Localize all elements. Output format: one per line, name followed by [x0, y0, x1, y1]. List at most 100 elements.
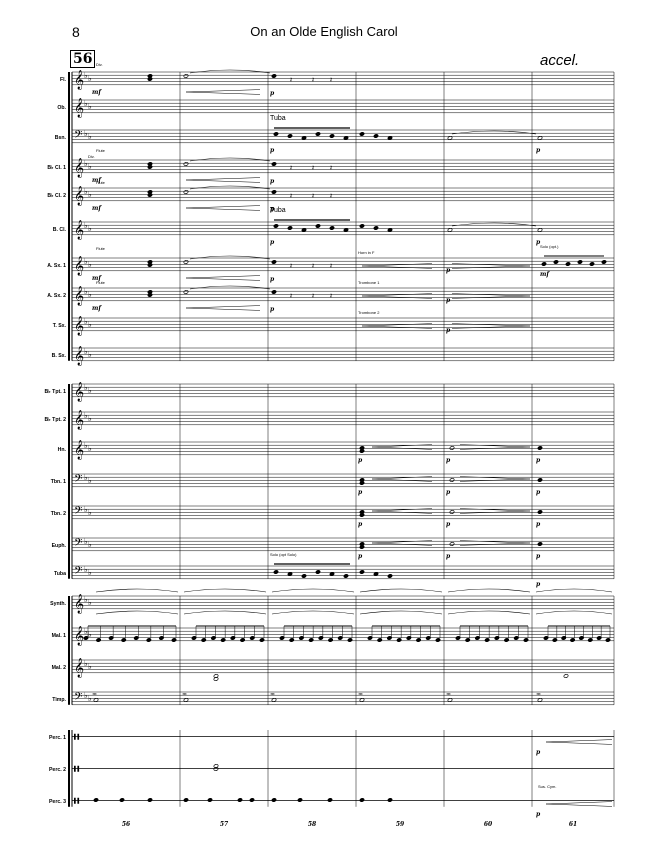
synth-tie: [271, 610, 355, 615]
note-head: [359, 569, 365, 575]
staff-label: Bsn.: [55, 135, 67, 141]
measure-number: 59: [396, 821, 405, 828]
quarter-rest-icon: 𝄽: [312, 292, 314, 300]
note-head: [537, 477, 543, 483]
dynamic-mf: mf: [92, 305, 102, 312]
treble-clef-icon: 𝄞: [74, 410, 84, 430]
note-head: [147, 164, 153, 170]
note-head: [359, 223, 365, 229]
measure-number: 56: [122, 821, 131, 828]
dynamic-mf: mf: [92, 205, 102, 212]
quarter-rest-icon: 𝄽: [290, 262, 292, 270]
note-head: [449, 509, 455, 515]
percussion-note: [207, 797, 213, 803]
bass-clef-icon: 𝄢: [74, 129, 82, 144]
flat-icon: ♭: [84, 505, 88, 514]
staff-label: B. Cl.: [53, 227, 67, 233]
dynamic-p: p: [270, 90, 275, 97]
perc-clef-icon: 𝄥: [74, 792, 80, 812]
staff-label: Perc. 1: [49, 735, 66, 741]
decrescendo-hairpin: [459, 508, 531, 514]
dynamic-p: p: [446, 521, 451, 528]
staff-label: Mal. 1: [52, 633, 67, 639]
crescendo-hairpin: [361, 263, 433, 269]
staff-label: T. Sx.: [53, 323, 67, 329]
flat-icon: ♭: [84, 441, 88, 450]
bass-clef-icon: 𝄢: [74, 691, 82, 706]
percussion-note: [237, 797, 243, 803]
quarter-rest-icon: 𝄽: [330, 192, 332, 200]
treble-clef-icon: 𝄞: [74, 594, 84, 614]
treble-clef-icon: 𝄞: [74, 658, 84, 678]
mallet-note: [347, 637, 353, 643]
timpani-note: [359, 697, 365, 703]
measure-number: 60: [484, 821, 493, 828]
note-head: [387, 573, 393, 579]
flat-icon: ♭: [84, 221, 88, 230]
note-head: [537, 541, 543, 547]
quarter-rest-icon: 𝄽: [312, 164, 314, 172]
note-head: [213, 676, 219, 682]
note-head: [343, 227, 349, 233]
crescendo-hairpin: [185, 275, 261, 281]
crescendo-hairpin: [185, 177, 261, 183]
staff-label: A. Sx. 2: [47, 293, 66, 299]
mallet-note: [259, 637, 265, 643]
note-head: [449, 445, 455, 451]
flat-icon: ♭: [84, 71, 88, 80]
flat-icon: ♭: [84, 159, 88, 168]
note-head: [301, 227, 307, 233]
mallet-note: [416, 637, 422, 643]
crescendo-hairpin: [371, 540, 433, 546]
annotation-solo-opt: Solo (opt.): [540, 244, 559, 249]
dynamic-p: p: [536, 489, 541, 496]
staff-label: A. Sx. 1: [47, 263, 66, 269]
quarter-rest-icon: 𝄽: [330, 76, 332, 84]
note-head: [287, 571, 293, 577]
synth-tie: [535, 610, 613, 615]
treble-clef-icon: 𝄞: [74, 158, 84, 178]
mallet-note: [96, 637, 102, 643]
note-head: [359, 512, 365, 518]
bass-clef-icon: 𝄢: [74, 537, 82, 552]
dynamic-p: p: [446, 267, 451, 274]
staff-label: Fl.: [60, 77, 67, 83]
annotation-fl-div: Div.: [96, 62, 103, 67]
quarter-rest-icon: 𝄽: [290, 164, 292, 172]
flat-icon: ♭: [84, 565, 88, 574]
annotation-cl2-flute: Flute: [96, 180, 106, 185]
flat-icon: ♭: [84, 99, 88, 108]
crescendo-hairpin: [185, 205, 261, 211]
flat-icon: ♭: [88, 508, 92, 517]
staff-label: Perc. 2: [49, 767, 66, 773]
note-head: [273, 223, 279, 229]
note-head: [373, 133, 379, 139]
note-head: [315, 223, 321, 229]
dynamic-mf: mf: [92, 89, 102, 96]
note-head: [271, 73, 277, 79]
note-head: [359, 480, 365, 486]
flat-icon: ♭: [84, 129, 88, 138]
mallet-note: [396, 637, 402, 643]
note-head: [273, 569, 279, 575]
quarter-rest-icon: 𝄽: [290, 76, 292, 84]
crescendo-hairpin: [185, 305, 261, 311]
synth-tie: [535, 588, 613, 593]
page-number: 8: [72, 24, 80, 40]
note-head: [183, 161, 189, 167]
measure-number: 61: [569, 821, 577, 828]
mallet-note: [201, 637, 207, 643]
tie: [189, 69, 271, 74]
percussion-note: [387, 797, 393, 803]
staff-label: Mal. 2: [52, 665, 67, 671]
dynamic-p: p: [536, 457, 541, 464]
flat-icon: ♭: [88, 414, 92, 423]
treble-clef-icon: 𝄞: [74, 382, 84, 402]
timpani-note: [271, 697, 277, 703]
percussion-note: [249, 797, 255, 803]
annotation-horn-f: Horn in F: [358, 250, 375, 255]
note-head: [287, 225, 293, 231]
treble-clef-icon: 𝄞: [74, 286, 84, 306]
tremolo-icon: ≈: [182, 691, 187, 698]
mallet-note: [552, 637, 558, 643]
